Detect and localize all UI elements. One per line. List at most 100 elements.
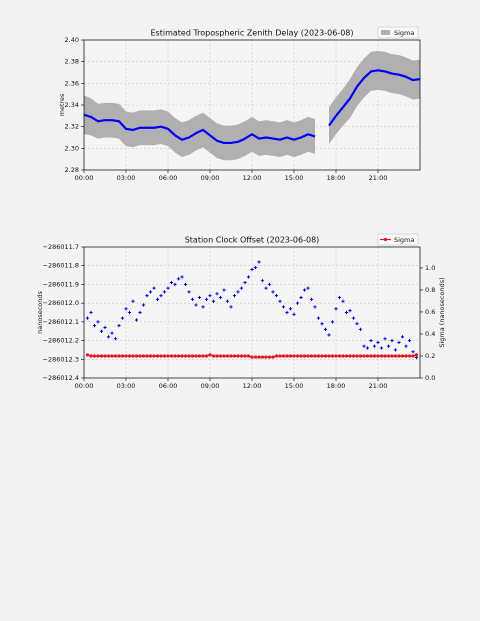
offset-point xyxy=(404,344,408,348)
y2-tick-label: 0.4 xyxy=(425,330,435,338)
sigma-point xyxy=(92,354,97,358)
y2-tick-label: 0.8 xyxy=(425,286,435,294)
sigma-point xyxy=(176,354,181,358)
offset-point xyxy=(393,348,398,352)
offset-point xyxy=(299,295,303,300)
sigma-point xyxy=(278,354,282,358)
sigma-point xyxy=(327,354,331,358)
offset-point xyxy=(330,320,335,324)
y2-axis-label: Sigma (nanoseconds) xyxy=(438,277,446,347)
y-tick-label: 2.36 xyxy=(65,79,79,87)
offset-point xyxy=(253,265,258,270)
sigma-point xyxy=(316,354,321,358)
offset-point xyxy=(89,310,93,315)
sigma-point xyxy=(89,354,93,358)
sigma-point xyxy=(274,354,279,358)
offset-point xyxy=(159,294,163,298)
offset-point xyxy=(281,305,286,309)
y-tick-label: −286012.1 xyxy=(43,318,79,326)
offset-point xyxy=(348,309,352,313)
offset-point xyxy=(236,290,240,294)
offset-point xyxy=(183,282,188,287)
offset-point xyxy=(365,346,370,350)
sigma-point xyxy=(190,354,195,358)
y2-tick-label: 0.6 xyxy=(425,308,435,316)
y-tick-label: 2.34 xyxy=(65,101,79,109)
offset-point xyxy=(246,275,251,279)
offset-point xyxy=(351,316,356,320)
sigma-point xyxy=(285,354,289,358)
sigma-point xyxy=(267,355,272,359)
sigma-point xyxy=(306,354,310,358)
sigma-point xyxy=(302,354,307,358)
sigma-point xyxy=(257,355,261,359)
sigma-point xyxy=(281,354,286,358)
y-tick-label: 2.30 xyxy=(65,144,79,152)
legend-label: Sigma xyxy=(394,236,414,244)
y2-tick-label: 1.0 xyxy=(425,264,435,272)
sigma-point xyxy=(288,354,293,358)
chart-title: Station Clock Offset (2023-06-08) xyxy=(185,236,320,245)
offset-point xyxy=(166,286,170,290)
offset-point xyxy=(131,299,135,303)
y-axis-label: nanoseconds xyxy=(36,291,44,334)
sigma-point xyxy=(218,354,223,358)
offset-point xyxy=(222,288,226,292)
x-tick-label: 18:00 xyxy=(327,174,346,182)
sigma-band xyxy=(84,50,420,161)
y-tick-label: −286012.3 xyxy=(43,355,79,363)
offset-point xyxy=(148,290,153,294)
y-tick-label: −286012.4 xyxy=(43,374,79,382)
sigma-point xyxy=(376,354,380,358)
sigma-point xyxy=(208,353,212,357)
x-tick-label: 21:00 xyxy=(369,174,388,182)
sigma-point xyxy=(253,355,258,359)
y-axis-label: metres xyxy=(58,93,66,116)
sigma-point xyxy=(85,353,90,357)
offset-point xyxy=(204,297,209,301)
sigma-point xyxy=(320,354,324,358)
sigma-point xyxy=(124,354,128,358)
offset-point xyxy=(306,286,310,290)
y2-tick-label: 0.0 xyxy=(425,374,435,382)
x-tick-label: 06:00 xyxy=(159,382,178,390)
sigma-point xyxy=(243,354,247,358)
sigma-point xyxy=(103,354,107,358)
offset-point xyxy=(278,299,282,303)
y-tick-label: 2.32 xyxy=(65,123,79,131)
offset-point xyxy=(386,344,391,348)
sigma-point xyxy=(379,354,384,358)
offset-point xyxy=(372,344,377,348)
offset-point xyxy=(169,280,174,285)
sigma-point xyxy=(400,354,405,358)
offset-point xyxy=(145,294,149,298)
offset-point xyxy=(407,338,412,343)
offset-point xyxy=(288,307,293,311)
sigma-point xyxy=(110,354,114,358)
sigma-point xyxy=(211,354,216,358)
sigma-point xyxy=(383,354,387,358)
offset-point xyxy=(201,305,205,309)
offset-point xyxy=(85,316,90,320)
offset-point xyxy=(218,295,223,300)
sigma-point xyxy=(313,354,317,358)
offset-point xyxy=(232,294,237,298)
offset-point xyxy=(215,292,219,296)
sigma-point xyxy=(362,354,366,358)
sigma-point xyxy=(292,354,296,358)
sigma-point xyxy=(355,354,359,358)
offset-point xyxy=(292,312,296,316)
offset-point xyxy=(190,297,195,301)
offset-point xyxy=(141,303,146,307)
offset-point xyxy=(327,333,331,337)
sigma-point xyxy=(113,354,118,358)
sigma-point xyxy=(148,354,153,358)
offset-point xyxy=(341,299,345,303)
x-tick-label: 09:00 xyxy=(201,174,220,182)
x-tick-label: 15:00 xyxy=(285,174,304,182)
y-tick-label: −286011.7 xyxy=(43,243,79,251)
sigma-point xyxy=(194,354,198,358)
sigma-point xyxy=(120,354,125,358)
sigma-point xyxy=(180,354,184,358)
sigma-point xyxy=(369,354,373,358)
